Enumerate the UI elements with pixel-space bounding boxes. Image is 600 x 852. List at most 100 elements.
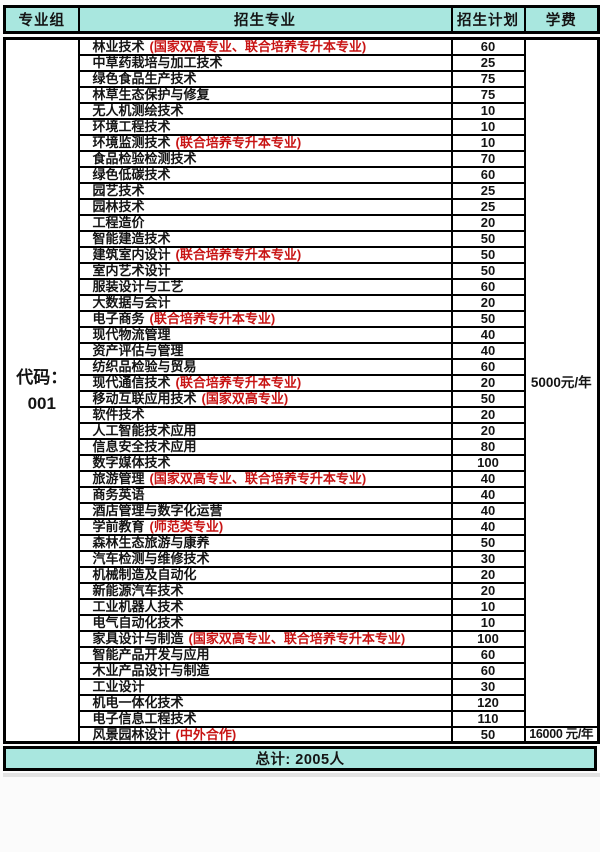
major-note: (国家双高专业、联合培养专升本专业) <box>188 630 406 646</box>
major-cell: 木业产品设计与制造 <box>77 661 453 680</box>
major-name: 食品检验检测技术 <box>92 150 197 166</box>
plan-count-cell: 10 <box>450 101 526 120</box>
major-name: 林业技术 <box>92 39 145 54</box>
table-row: 大数据与会计 20 <box>5 293 599 312</box>
table-row: 数字媒体技术 100 <box>5 453 599 472</box>
table-row: 建筑室内设计 (联合培养专升本专业) 50 <box>5 245 599 264</box>
major-name: 家具设计与制造 <box>92 630 184 646</box>
major-cell: 环境工程技术 <box>77 117 453 136</box>
table-row: 工业设计 30 <box>5 677 599 696</box>
table-row: 智能产品开发与应用 60 <box>5 645 599 664</box>
major-cell: 新能源汽车技术 <box>77 581 453 600</box>
major-name: 移动互联应用技术 <box>92 390 197 406</box>
table-row: 绿色食品生产技术 75 <box>5 69 599 88</box>
table-row: 汽车检测与维修技术 30 <box>5 549 599 568</box>
major-cell: 园林技术 <box>77 197 453 216</box>
plan-table-body-table: 代码： 001 林业技术 (国家双高专业、联合培养专升本专业) 60 5000元/年 中草药… <box>3 37 600 745</box>
major-cell: 资产评估与管理 <box>77 341 453 360</box>
col-header-plan: 招生计划 <box>450 5 526 34</box>
table-row: 软件技术 20 <box>5 405 599 424</box>
major-cell: 中草药栽培与加工技术 <box>77 53 453 72</box>
plan-count-cell: 30 <box>450 549 526 568</box>
major-note: (国家双高专业、联合培养专升本专业) <box>149 39 367 54</box>
major-name: 商务英语 <box>92 486 145 502</box>
plan-count-cell: 20 <box>450 213 526 232</box>
plan-count-cell: 75 <box>450 85 526 104</box>
plan-count-cell: 50 <box>450 725 526 744</box>
table-row: 移动互联应用技术 (国家双高专业) 50 <box>5 389 599 408</box>
major-cell: 工程造价 <box>77 213 453 232</box>
table-row: 风景园林设计 (中外合作) 50 16000 元/年 <box>5 725 600 744</box>
table-row: 林草生态保护与修复 75 <box>5 85 599 104</box>
fee-last-row-cell: 16000 元/年 <box>523 725 600 744</box>
plan-count-cell: 100 <box>450 629 526 648</box>
major-cell: 软件技术 <box>77 405 453 424</box>
table-row: 电子商务 (联合培养专升本专业) 50 <box>5 309 599 328</box>
major-name: 人工智能技术应用 <box>92 422 197 438</box>
plan-table-header: 专业组 招生专业 招生计划 学费 <box>3 5 600 34</box>
major-cell: 智能产品开发与应用 <box>77 645 453 664</box>
table-row: 商务英语 40 <box>5 485 599 504</box>
plan-table-body: 代码： 001 林业技术 (国家双高专业、联合培养专升本专业) 60 5000元/年 中草药… <box>3 37 600 744</box>
table-row: 新能源汽车技术 20 <box>5 581 599 600</box>
major-cell: 工业机器人技术 <box>77 597 453 616</box>
major-name: 工程造价 <box>92 214 145 230</box>
table-row: 电气自动化技术 10 <box>5 613 599 632</box>
major-note: (联合培养专升本专业) <box>175 134 302 150</box>
table-row: 工程造价 20 <box>5 213 599 232</box>
header-row: 专业组 招生专业 招生计划 学费 <box>3 5 600 34</box>
major-name: 学前教育 <box>92 518 145 534</box>
table-row: 人工智能技术应用 20 <box>5 421 599 440</box>
major-name: 木业产品设计与制造 <box>92 662 210 678</box>
major-name: 电子商务 <box>92 310 145 326</box>
major-cell: 森林生态旅游与康养 <box>77 533 453 552</box>
plan-count-cell: 20 <box>450 293 526 312</box>
table-row: 中草药栽培与加工技术 25 <box>5 53 599 72</box>
major-name: 风景园林设计 <box>92 726 171 742</box>
group-code-cell: 代码： 001 <box>3 37 80 744</box>
major-name: 大数据与会计 <box>92 294 171 310</box>
plan-count-cell: 60 <box>450 165 526 184</box>
table-row: 森林生态旅游与康养 50 <box>5 533 599 552</box>
plan-count-cell: 20 <box>450 405 526 424</box>
major-name: 工业设计 <box>92 678 145 694</box>
table-row: 电子信息工程技术 110 <box>5 709 599 728</box>
major-cell: 电子商务 (联合培养专升本专业) <box>77 309 453 328</box>
plan-count-cell: 60 <box>450 37 526 56</box>
major-name: 绿色低碳技术 <box>92 166 171 182</box>
table-row: 家具设计与制造 (国家双高专业、联合培养专升本专业) 100 <box>5 629 599 648</box>
major-name: 林草生态保护与修复 <box>92 86 210 102</box>
plan-count-cell: 60 <box>450 645 526 664</box>
plan-count-cell: 100 <box>450 453 526 472</box>
major-name: 园艺技术 <box>92 182 145 198</box>
major-cell: 汽车检测与维修技术 <box>77 549 453 568</box>
plan-count-cell: 120 <box>450 693 526 712</box>
major-name: 现代物流管理 <box>92 326 171 342</box>
major-name: 电气自动化技术 <box>92 614 184 630</box>
major-note: (联合培养专升本专业) <box>175 246 302 262</box>
plan-count-cell: 25 <box>450 197 526 216</box>
table-row: 食品检验检测技术 70 <box>5 149 599 168</box>
table-row: 环境工程技术 10 <box>5 117 599 136</box>
plan-count-cell: 20 <box>450 565 526 584</box>
major-cell: 学前教育 (师范类专业) <box>77 517 453 536</box>
major-cell: 现代通信技术 (联合培养专升本专业) <box>77 373 453 392</box>
major-name: 中草药栽培与加工技术 <box>92 54 223 70</box>
plan-count-cell: 50 <box>450 389 526 408</box>
major-name: 纺织品检验与贸易 <box>92 358 197 374</box>
major-cell: 旅游管理 (国家双高专业、联合培养专升本专业) <box>77 469 453 488</box>
major-name: 信息安全技术应用 <box>92 438 197 454</box>
major-cell: 林草生态保护与修复 <box>77 85 453 104</box>
group-code-value: 001 <box>27 393 56 413</box>
table-row: 环境监测技术 (联合培养专升本专业) 10 <box>5 133 599 152</box>
table-row: 智能建造技术 50 <box>5 229 599 248</box>
table-row: 资产评估与管理 40 <box>5 341 599 360</box>
plan-count-cell: 70 <box>450 149 526 168</box>
major-cell: 电子信息工程技术 <box>77 709 453 728</box>
admission-plan-page: 专业组 招生专业 招生计划 学费 代码： 001 林业技术 (国家双高专业、联合培养专… <box>3 5 600 778</box>
plan-count-cell: 50 <box>450 261 526 280</box>
major-cell: 移动互联应用技术 (国家双高专业) <box>77 389 453 408</box>
major-cell: 工业设计 <box>77 677 453 696</box>
plan-count-cell: 40 <box>450 517 526 536</box>
plan-count-cell: 50 <box>450 309 526 328</box>
